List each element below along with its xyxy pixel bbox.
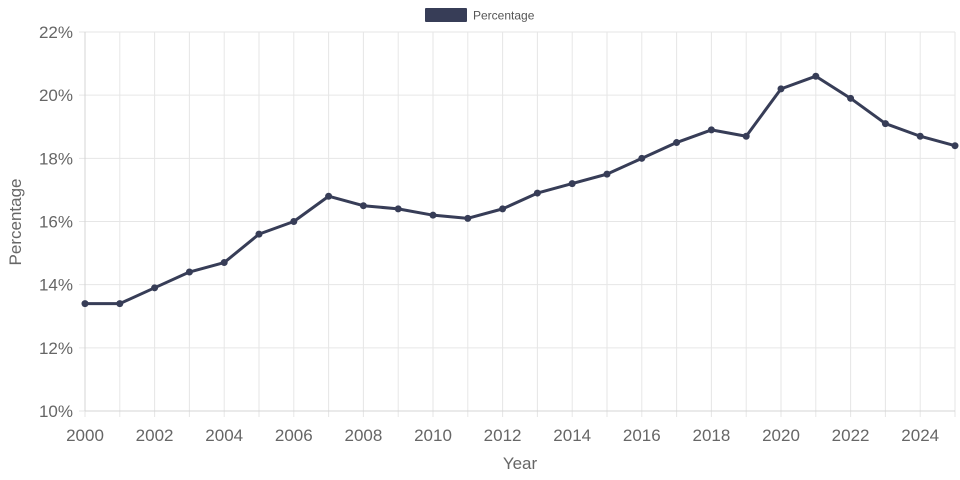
- x-tick-label: 2010: [414, 426, 452, 445]
- x-tick-label: 2016: [623, 426, 661, 445]
- data-point: [742, 132, 750, 140]
- series-line: [83, 74, 957, 306]
- x-axis-ticks: 2000 2002 2004 2006 2008 2010 2012 2014 2016 2018…: [66, 426, 939, 445]
- x-tick-label: 2024: [901, 426, 939, 445]
- x-tick-label: 2020: [762, 426, 800, 445]
- data-point: [359, 202, 367, 210]
- data-point: [673, 139, 681, 147]
- data-point: [568, 180, 576, 188]
- x-tick-label: 2002: [136, 426, 174, 445]
- data-point: [881, 120, 889, 128]
- data-point: [847, 94, 855, 102]
- data-point: [464, 214, 472, 222]
- y-tick-label: 12%: [39, 339, 73, 358]
- x-axis-title: Year: [503, 454, 538, 473]
- data-point: [812, 72, 820, 80]
- series: [81, 72, 959, 308]
- data-point: [638, 154, 646, 162]
- y-tick-label: 16%: [39, 213, 73, 232]
- legend-swatch: [425, 8, 467, 22]
- x-tick-label: 2022: [832, 426, 870, 445]
- x-tick-label: 2012: [484, 426, 522, 445]
- y-tick-label: 18%: [39, 149, 73, 168]
- x-tick-label: 2014: [553, 426, 591, 445]
- data-point: [394, 205, 402, 213]
- data-point: [325, 192, 333, 200]
- data-point: [290, 218, 298, 225]
- x-tick-label: 2004: [205, 426, 243, 445]
- data-point: [220, 259, 228, 267]
- data-point: [116, 300, 124, 308]
- data-point: [499, 205, 507, 213]
- y-tick-label: 22%: [39, 23, 73, 42]
- data-point: [533, 189, 541, 197]
- x-tick-label: 2006: [275, 426, 313, 445]
- axes: [84, 32, 955, 412]
- data-point: [951, 142, 959, 150]
- data-point: [255, 230, 263, 238]
- legend-label: Percentage: [473, 9, 535, 23]
- data-point: [777, 85, 785, 93]
- data-point: [603, 170, 611, 178]
- y-axis-ticks: 10% 12% 14% 16% 18% 20% 22%: [39, 23, 73, 421]
- data-point: [916, 132, 924, 140]
- y-tick-label: 14%: [39, 276, 73, 295]
- data-point: [707, 126, 715, 134]
- data-point: [81, 300, 89, 308]
- y-tick-label: 10%: [39, 402, 73, 421]
- x-tick-label: 2000: [66, 426, 104, 445]
- x-tick-label: 2018: [692, 426, 730, 445]
- y-axis-title: Percentage: [6, 179, 25, 266]
- data-point: [185, 268, 193, 276]
- grid: [79, 31, 956, 417]
- data-point: [151, 284, 159, 292]
- data-point: [429, 211, 437, 219]
- legend: Percentage: [425, 8, 535, 23]
- x-tick-label: 2008: [344, 426, 382, 445]
- y-tick-label: 20%: [39, 86, 73, 105]
